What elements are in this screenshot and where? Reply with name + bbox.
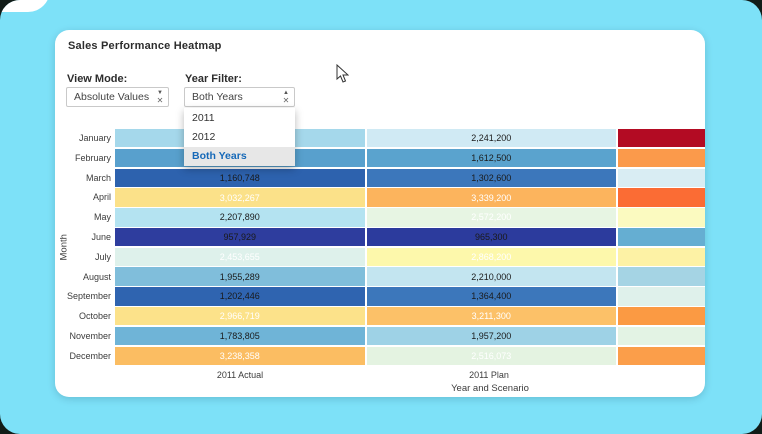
heatmap-cell[interactable]: 2,966,719 <box>115 307 365 326</box>
mouse-cursor-icon <box>336 64 349 83</box>
heatmap-cell[interactable]: 1,302,600 <box>366 168 616 187</box>
y-tick-label: February <box>74 152 111 163</box>
heatmap-cell[interactable] <box>618 168 705 187</box>
heatmap-cell[interactable] <box>618 208 705 227</box>
year-filter-select[interactable]: Both Years ▲ ✕ <box>184 87 295 107</box>
year-filter-value: Both Years <box>192 91 243 103</box>
heatmap-cell[interactable]: 1,957,200 <box>366 326 616 346</box>
y-tick-label: March <box>85 172 111 183</box>
heatmap-cell[interactable]: 2,516,073 <box>366 346 616 365</box>
year-filter-select-icons: ▲ ✕ <box>278 90 294 105</box>
y-tick-label: July <box>94 251 111 262</box>
heatmap-cell[interactable] <box>618 188 705 207</box>
heatmap-row-december: 3,238,358 2,516,073 <box>115 346 705 365</box>
heatmap-cell[interactable]: 957,929 <box>115 227 365 247</box>
heatmap-row-august: 1,955,289 2,210,000 <box>115 267 705 286</box>
heatmap-cell[interactable] <box>618 247 705 267</box>
menu-item-both-years[interactable]: Both Years <box>184 146 295 166</box>
heatmap-cell[interactable]: 1,364,400 <box>366 287 616 306</box>
heatmap-cell[interactable]: 3,339,200 <box>366 188 616 207</box>
menu-item-2012[interactable]: 2012 <box>192 130 216 143</box>
y-tick-label: January <box>78 133 111 143</box>
y-tick-label: May <box>93 212 111 223</box>
heatmap-cell[interactable]: 1,955,289 <box>115 267 365 286</box>
heatmap-cell[interactable]: 2,572,200 <box>366 208 616 227</box>
heatmap-cell[interactable]: 3,211,300 <box>366 307 616 326</box>
clear-icon[interactable]: ✕ <box>282 95 290 105</box>
heatmap-row-october: 2,966,719 3,211,300 <box>115 307 705 326</box>
y-tick-label: November <box>69 330 111 341</box>
view-mode-select-icons: ▼ ✕ <box>152 90 168 105</box>
chevron-up-icon[interactable]: ▲ <box>283 89 289 96</box>
heatmap-row-november: 1,783,805 1,957,200 <box>115 326 705 346</box>
y-axis-title: Month <box>58 234 70 261</box>
heatmap-row-april: 3,032,267 3,339,200 <box>115 188 705 207</box>
y-tick-label: August <box>82 271 111 282</box>
heatmap-row-june: 957,929 965,300 <box>115 227 705 247</box>
heatmap-cell[interactable]: 2,210,000 <box>366 267 616 286</box>
heatmap-cell[interactable] <box>618 346 705 365</box>
heatmap-cell[interactable]: 1,202,446 <box>115 287 365 306</box>
heatmap-cell[interactable] <box>618 287 705 306</box>
view-mode-select[interactable]: Absolute Values ▼ ✕ <box>66 87 169 107</box>
heatmap-cell[interactable]: 2,207,890 <box>115 208 365 227</box>
y-tick-label: December <box>69 350 111 361</box>
heatmap-row-september: 1,202,446 1,364,400 <box>115 287 705 306</box>
heatmap-cell[interactable]: 1,160,748 <box>115 168 365 187</box>
heatmap-row-march: 1,160,748 1,302,600 <box>115 168 705 187</box>
heatmap-row-july: 2,453,655 2,868,200 <box>115 247 705 267</box>
heatmap-cell[interactable] <box>618 148 705 168</box>
y-axis-tick-labels: January February March April May June July Augu… <box>55 129 111 367</box>
x-tick-label: 2011 Plan <box>469 370 509 380</box>
heatmap-cell[interactable]: 3,238,358 <box>115 346 365 365</box>
x-axis-title: Year and Scenario <box>451 383 529 394</box>
year-filter-dropdown-menu: 2011 2012 Both Years <box>184 108 295 166</box>
y-tick-label: October <box>78 311 111 322</box>
x-tick-label: 2011 Actual <box>216 370 264 380</box>
page-title: Sales Performance Heatmap <box>68 40 222 52</box>
heatmap-cell[interactable]: 1,783,805 <box>115 326 365 346</box>
heatmap-cell[interactable] <box>618 307 705 326</box>
heatmap-row-january: 2,241,200 <box>115 129 705 148</box>
heatmap-cell[interactable] <box>618 129 705 148</box>
chevron-down-icon[interactable]: ▼ <box>157 89 163 96</box>
heatmap-cell[interactable]: 1,612,500 <box>366 148 616 168</box>
heatmap-row-may: 2,207,890 2,572,200 <box>115 208 705 227</box>
y-tick-label: April <box>92 192 111 203</box>
clear-icon[interactable]: ✕ <box>156 95 164 105</box>
heatmap-cell[interactable] <box>618 326 705 346</box>
corner-card-sliver <box>0 0 50 12</box>
heatmap-cell[interactable] <box>618 267 705 286</box>
heatmap-cell[interactable] <box>618 227 705 247</box>
menu-item-2011[interactable]: 2011 <box>192 111 215 124</box>
y-tick-label: June <box>91 231 111 242</box>
year-filter-label: Year Filter: <box>185 73 242 85</box>
heatmap-cell[interactable]: 965,300 <box>366 227 616 247</box>
view-mode-value: Absolute Values <box>74 91 150 103</box>
heatmap-cell[interactable]: 2,453,655 <box>115 247 365 267</box>
view-mode-label: View Mode: <box>67 73 128 85</box>
heatmap-cell[interactable]: 2,241,200 <box>366 129 616 148</box>
heatmap-cell[interactable]: 2,868,200 <box>366 247 616 267</box>
dashboard-card: Sales Performance Heatmap View Mode: Abs… <box>55 30 705 397</box>
heatmap-cell[interactable]: 3,032,267 <box>115 188 365 207</box>
y-tick-label: September <box>66 291 111 302</box>
